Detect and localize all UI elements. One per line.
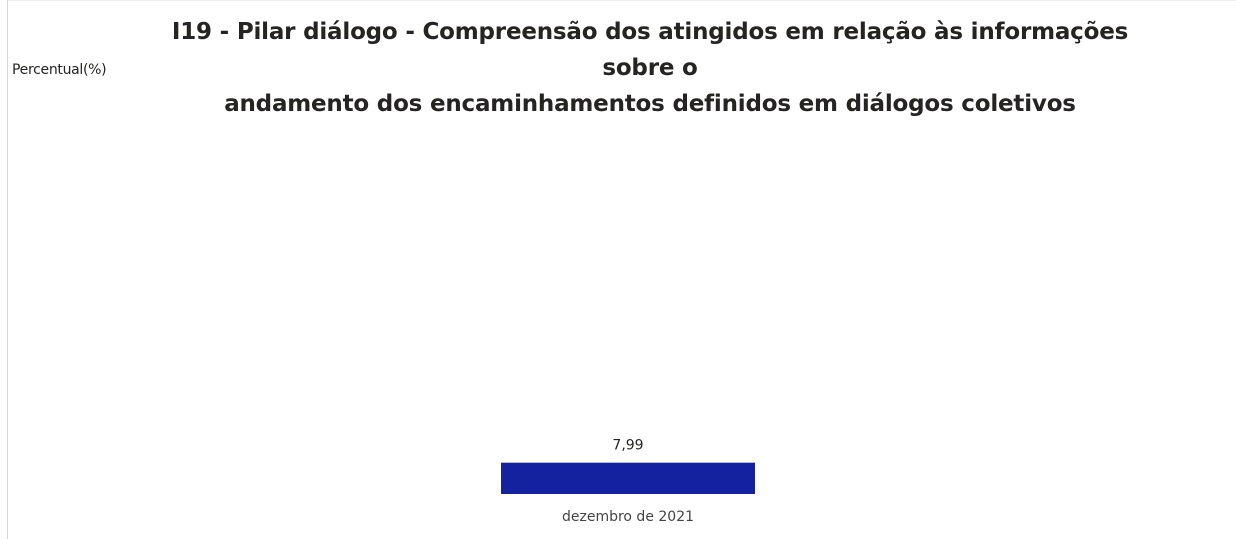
frame-top-border (7, 0, 1236, 1)
x-tick-label-0: dezembro de 2021 (562, 509, 694, 525)
chart-title: I19 - Pilar diálogo - Compreensão dos at… (150, 14, 1150, 122)
y-axis-label: Percentual(%) (12, 62, 107, 78)
chart-title-line-1: I19 - Pilar diálogo - Compreensão dos at… (171, 19, 1129, 81)
frame-left-border (7, 0, 8, 539)
bar-value-label-0: 7,99 (612, 438, 643, 454)
chart-title-line-2: andamento dos encaminhamentos definidos … (224, 91, 1076, 117)
bar-0[interactable] (501, 462, 755, 494)
